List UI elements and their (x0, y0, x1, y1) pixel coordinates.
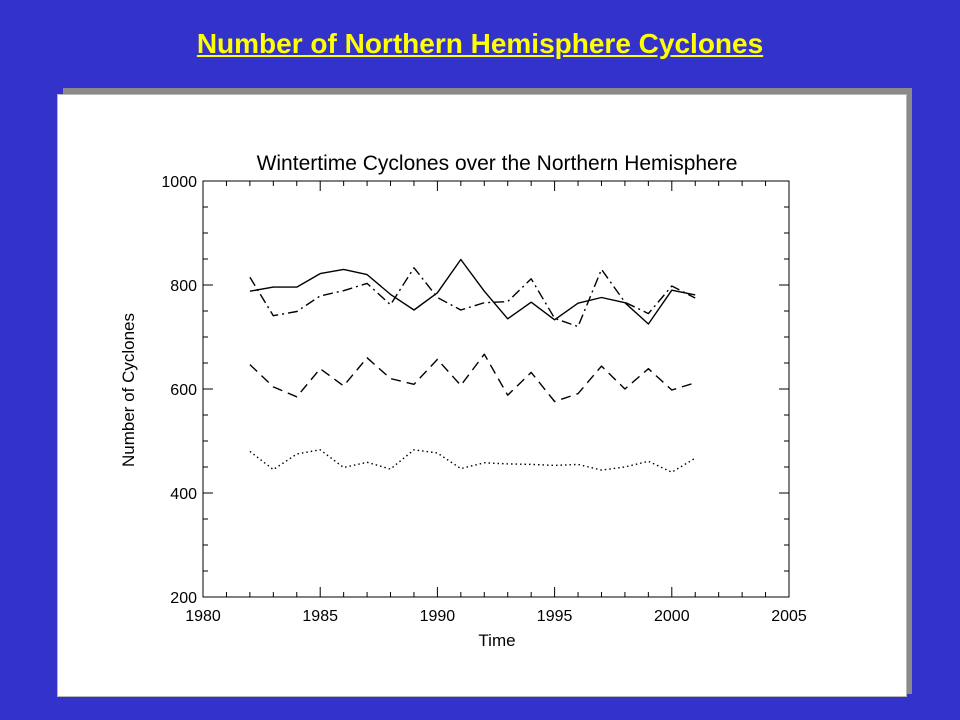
x-tick-label: 1995 (537, 608, 573, 625)
slide-title: Number of Northern Hemisphere Cyclones (196, 28, 764, 59)
x-axis-label: Time (478, 631, 515, 650)
x-tick-label: 2000 (654, 608, 690, 625)
y-tick-label: 200 (170, 590, 197, 607)
series-line-dashed (249, 353, 696, 403)
y-tick-label: 400 (170, 486, 197, 503)
tick-labels: 1980 1985 1990 1995 2000 2005 200 400 600 800 1000 (161, 174, 806, 625)
x-tick-label: 1985 (302, 608, 338, 625)
x-tick-label: 2005 (771, 608, 807, 625)
ticks (202, 180, 790, 598)
series-lines (249, 258, 696, 473)
chart-title: Wintertime Cyclones over the Northern He… (257, 152, 738, 175)
y-tick-label: 800 (170, 278, 197, 295)
x-tick-label: 1990 (420, 608, 456, 625)
x-tick-label: 1980 (185, 608, 221, 625)
series-line-solid (249, 258, 696, 325)
series-line-dotted (249, 449, 696, 473)
y-tick-label: 1000 (161, 174, 197, 191)
series-line-dash-dot (249, 267, 696, 328)
y-axis-label: Number of Cyclones (119, 313, 138, 467)
plot-frame (202, 180, 790, 598)
y-tick-label: 600 (170, 382, 197, 399)
